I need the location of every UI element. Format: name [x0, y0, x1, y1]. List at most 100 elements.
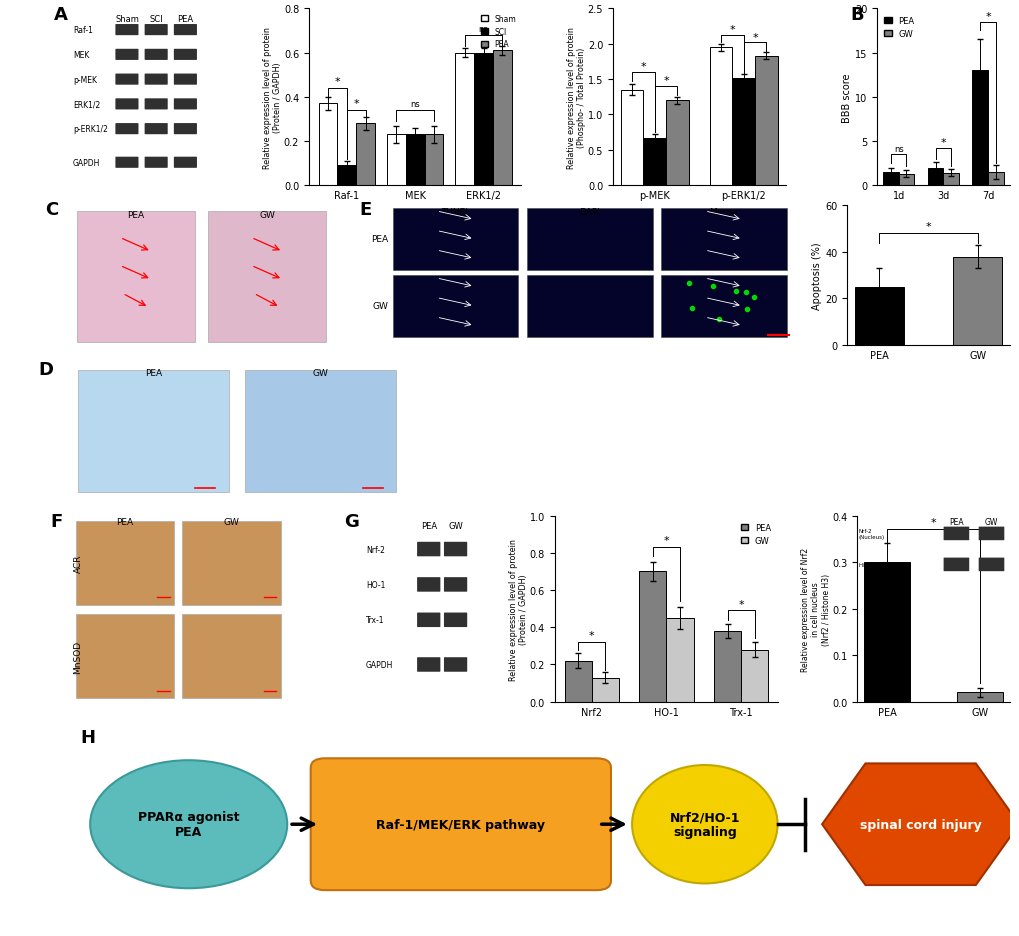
Bar: [474, 53, 492, 186]
Text: HO-1: HO-1: [366, 580, 385, 590]
FancyBboxPatch shape: [115, 99, 139, 110]
Bar: [741, 650, 767, 702]
Bar: [732, 79, 754, 186]
FancyBboxPatch shape: [173, 157, 197, 168]
FancyBboxPatch shape: [115, 25, 139, 37]
Text: *: *: [929, 518, 935, 528]
Text: PEA: PEA: [145, 368, 162, 377]
Bar: [337, 167, 356, 186]
Text: *: *: [589, 631, 594, 640]
Bar: [854, 287, 903, 345]
Text: *: *: [925, 222, 930, 232]
Text: Trx-1: Trx-1: [366, 616, 384, 624]
Text: E: E: [359, 200, 371, 218]
FancyBboxPatch shape: [115, 157, 139, 168]
FancyBboxPatch shape: [173, 124, 197, 135]
Text: GAPDH: GAPDH: [72, 158, 100, 168]
Text: MEK: MEK: [72, 51, 89, 60]
Bar: [987, 173, 1003, 186]
FancyBboxPatch shape: [173, 50, 197, 61]
Text: ERK1/2: ERK1/2: [72, 100, 100, 110]
Text: PEA: PEA: [116, 518, 133, 527]
Bar: [971, 71, 987, 186]
Bar: [882, 173, 898, 186]
Text: Merge: Merge: [709, 208, 737, 216]
Text: GW: GW: [259, 211, 275, 219]
FancyBboxPatch shape: [392, 209, 518, 271]
Text: *: *: [662, 77, 668, 86]
FancyBboxPatch shape: [145, 75, 167, 85]
Bar: [665, 101, 688, 186]
Bar: [898, 174, 913, 186]
Text: *: *: [640, 63, 645, 72]
Legend: PEA, GW: PEA, GW: [880, 13, 917, 42]
FancyBboxPatch shape: [443, 578, 467, 592]
Legend: PEA, GW: PEA, GW: [737, 520, 773, 548]
Y-axis label: BBB score: BBB score: [842, 73, 851, 123]
Text: ACR: ACR: [73, 554, 83, 573]
Y-axis label: Relative expression level of protein
(Phospho- / Total Protein): Relative expression level of protein (Ph…: [567, 27, 586, 168]
Bar: [956, 693, 1002, 702]
Text: GW: GW: [313, 368, 328, 377]
FancyBboxPatch shape: [208, 212, 326, 343]
Bar: [643, 139, 665, 186]
Text: G: G: [343, 512, 359, 531]
Bar: [356, 124, 375, 186]
Text: Raf-1/MEK/ERK pathway: Raf-1/MEK/ERK pathway: [376, 818, 545, 831]
Bar: [406, 135, 424, 186]
FancyBboxPatch shape: [78, 371, 228, 492]
Text: *: *: [940, 139, 946, 148]
Bar: [943, 174, 958, 186]
Bar: [639, 572, 665, 702]
Bar: [665, 619, 693, 702]
Y-axis label: Relative expression level of Nrf2
in cell nucleus
(Nrf2 / Histone H3): Relative expression level of Nrf2 in cel…: [800, 547, 830, 671]
Ellipse shape: [632, 766, 776, 884]
Text: PEA: PEA: [127, 211, 144, 219]
Bar: [621, 91, 643, 186]
Text: ns: ns: [410, 100, 420, 109]
Text: spinal cord injury: spinal cord injury: [859, 818, 980, 831]
Text: A: A: [54, 6, 67, 23]
FancyBboxPatch shape: [417, 613, 440, 627]
FancyBboxPatch shape: [417, 542, 440, 557]
Text: GAPDH: GAPDH: [366, 660, 393, 669]
FancyBboxPatch shape: [173, 25, 197, 37]
Text: *: *: [353, 99, 359, 109]
FancyBboxPatch shape: [311, 758, 610, 890]
FancyBboxPatch shape: [660, 209, 786, 271]
Text: PEA: PEA: [371, 235, 388, 244]
FancyBboxPatch shape: [75, 521, 173, 606]
FancyBboxPatch shape: [182, 521, 280, 606]
FancyBboxPatch shape: [526, 209, 652, 271]
Y-axis label: Apoptosis (%): Apoptosis (%): [811, 242, 821, 310]
Text: *: *: [984, 12, 989, 22]
Text: *: *: [752, 33, 757, 42]
FancyBboxPatch shape: [417, 657, 440, 672]
FancyBboxPatch shape: [173, 99, 197, 110]
Text: Raf-1: Raf-1: [72, 26, 93, 35]
Text: F: F: [50, 512, 62, 531]
FancyBboxPatch shape: [145, 157, 167, 168]
Text: B: B: [850, 6, 863, 23]
Bar: [492, 51, 512, 186]
FancyBboxPatch shape: [115, 75, 139, 85]
Bar: [927, 168, 943, 186]
Text: H: H: [81, 728, 96, 746]
Text: *: *: [334, 77, 340, 87]
FancyBboxPatch shape: [76, 212, 195, 343]
Y-axis label: Relative expression level of protein
(Protein / GAPDH): Relative expression level of protein (Pr…: [508, 538, 528, 680]
Text: GW: GW: [223, 518, 239, 527]
Bar: [565, 661, 591, 702]
FancyBboxPatch shape: [443, 657, 467, 672]
Ellipse shape: [90, 760, 287, 888]
Text: C: C: [45, 200, 58, 218]
Text: ns: ns: [478, 24, 488, 34]
FancyBboxPatch shape: [392, 276, 518, 337]
Bar: [754, 57, 776, 186]
Text: Sham: Sham: [115, 15, 139, 23]
FancyBboxPatch shape: [145, 124, 167, 135]
FancyBboxPatch shape: [443, 613, 467, 627]
FancyBboxPatch shape: [115, 124, 139, 135]
Bar: [591, 678, 619, 702]
Text: TUNEL: TUNEL: [440, 208, 470, 216]
